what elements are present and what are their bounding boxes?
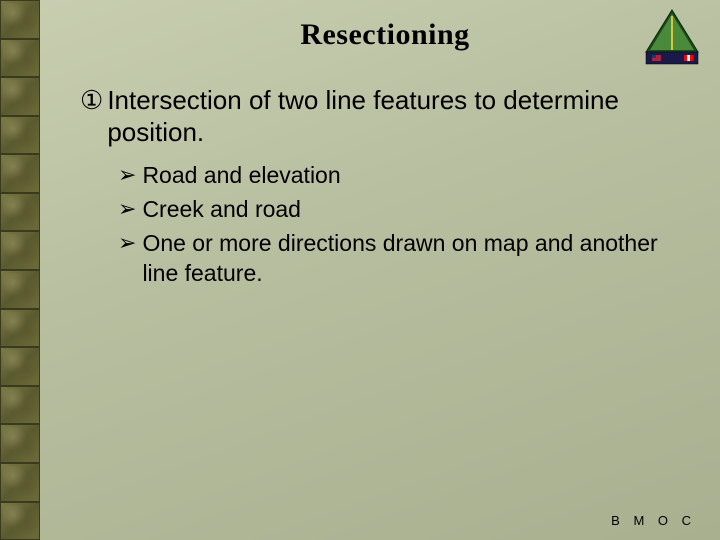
arrow-bullet-icon: ➢ bbox=[118, 160, 136, 190]
border-tile bbox=[0, 116, 40, 155]
border-tile bbox=[0, 386, 40, 425]
border-tile bbox=[0, 193, 40, 232]
border-tile bbox=[0, 154, 40, 193]
border-tile bbox=[0, 309, 40, 348]
border-tile bbox=[0, 39, 40, 78]
decorative-left-border bbox=[0, 0, 40, 540]
border-tile bbox=[0, 77, 40, 116]
sub-point-text: Road and elevation bbox=[142, 160, 340, 190]
border-tile bbox=[0, 0, 40, 39]
border-tile bbox=[0, 270, 40, 309]
slide-title: Resectioning bbox=[80, 18, 690, 52]
footer-label: B M O C bbox=[611, 513, 696, 528]
sub-point-text: One or more directions drawn on map and … bbox=[142, 228, 690, 288]
border-tile bbox=[0, 424, 40, 463]
circled-one-bullet-icon: ① bbox=[80, 84, 103, 116]
main-point-text: Intersection of two line features to det… bbox=[107, 84, 690, 148]
border-tile bbox=[0, 347, 40, 386]
border-tile bbox=[0, 463, 40, 502]
sub-point: ➢ One or more directions drawn on map an… bbox=[118, 228, 690, 288]
sub-point-list: ➢ Road and elevation ➢ Creek and road ➢ … bbox=[118, 160, 690, 288]
slide-body: Resectioning ① Intersection of two line … bbox=[40, 0, 720, 540]
main-point: ① Intersection of two line features to d… bbox=[80, 84, 690, 148]
sub-point: ➢ Creek and road bbox=[118, 194, 690, 224]
slide-content: ① Intersection of two line features to d… bbox=[80, 84, 690, 288]
border-tile bbox=[0, 502, 40, 540]
border-tile bbox=[0, 231, 40, 270]
sub-point: ➢ Road and elevation bbox=[118, 160, 690, 190]
arrow-bullet-icon: ➢ bbox=[118, 194, 136, 224]
unit-logo-icon bbox=[642, 8, 702, 68]
sub-point-text: Creek and road bbox=[142, 194, 301, 224]
arrow-bullet-icon: ➢ bbox=[118, 228, 136, 258]
